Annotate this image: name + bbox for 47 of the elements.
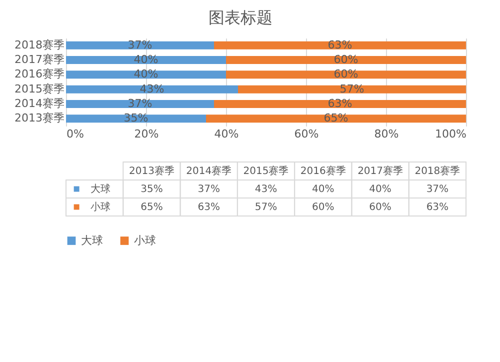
x-tick-label: 60% <box>294 128 319 140</box>
text: 35% <box>140 184 163 195</box>
data-label: 60% <box>334 68 358 81</box>
data-label: 40% <box>134 53 158 66</box>
text: 65% <box>140 202 163 213</box>
y-tick-label: 2015赛季 <box>14 82 64 96</box>
y-tick-label: 2018赛季 <box>14 38 64 52</box>
text: 大球 <box>81 234 103 247</box>
text: 37% <box>426 184 449 195</box>
category-label: 2013赛季 <box>128 166 174 177</box>
data-label: 63% <box>328 38 352 52</box>
text: 43% <box>254 184 278 195</box>
data-label: 37% <box>128 38 152 52</box>
data-label: 40% <box>134 68 158 81</box>
x-tick-label: 100% <box>435 128 466 140</box>
data-label: 60% <box>334 53 358 66</box>
x-tick-label: 80% <box>374 128 399 140</box>
text: 60% <box>312 202 334 213</box>
legend-label: 小球 <box>134 234 156 247</box>
data-label: 37% <box>128 97 152 110</box>
category-label: 2014赛季 <box>186 166 232 177</box>
y-tick-label: 2017赛季 <box>14 53 64 66</box>
x-tick-label: 40% <box>214 128 239 140</box>
data-label: 35% <box>124 112 148 125</box>
category-label: 2017赛季 <box>358 166 404 177</box>
text: 37% <box>198 184 220 195</box>
data-label: 65% <box>324 112 348 125</box>
chart-title: 图表标题 <box>208 8 272 27</box>
text: 60% <box>369 202 392 213</box>
data-label: 63% <box>328 97 352 110</box>
text: 63% <box>198 202 220 213</box>
text: 57% <box>254 202 278 213</box>
text: 40% <box>369 184 392 195</box>
data-label: 57% <box>340 82 364 96</box>
text: 63% <box>426 202 449 213</box>
y-tick-label: 2016赛季 <box>14 68 64 81</box>
category-label: 2018赛季 <box>414 166 460 177</box>
text: 小球 <box>90 202 111 213</box>
category-label: 2015赛季 <box>243 166 289 177</box>
x-tick-label: 0% <box>66 128 84 140</box>
x-tick-label: 20% <box>134 128 159 140</box>
category-label: 2016赛季 <box>300 166 346 177</box>
y-tick-label: 2014赛季 <box>14 97 64 110</box>
text: 40% <box>312 184 334 195</box>
legend-label: 大球 <box>90 183 111 195</box>
y-tick-label: 2013赛季 <box>14 112 64 125</box>
data-label: 43% <box>140 82 164 96</box>
